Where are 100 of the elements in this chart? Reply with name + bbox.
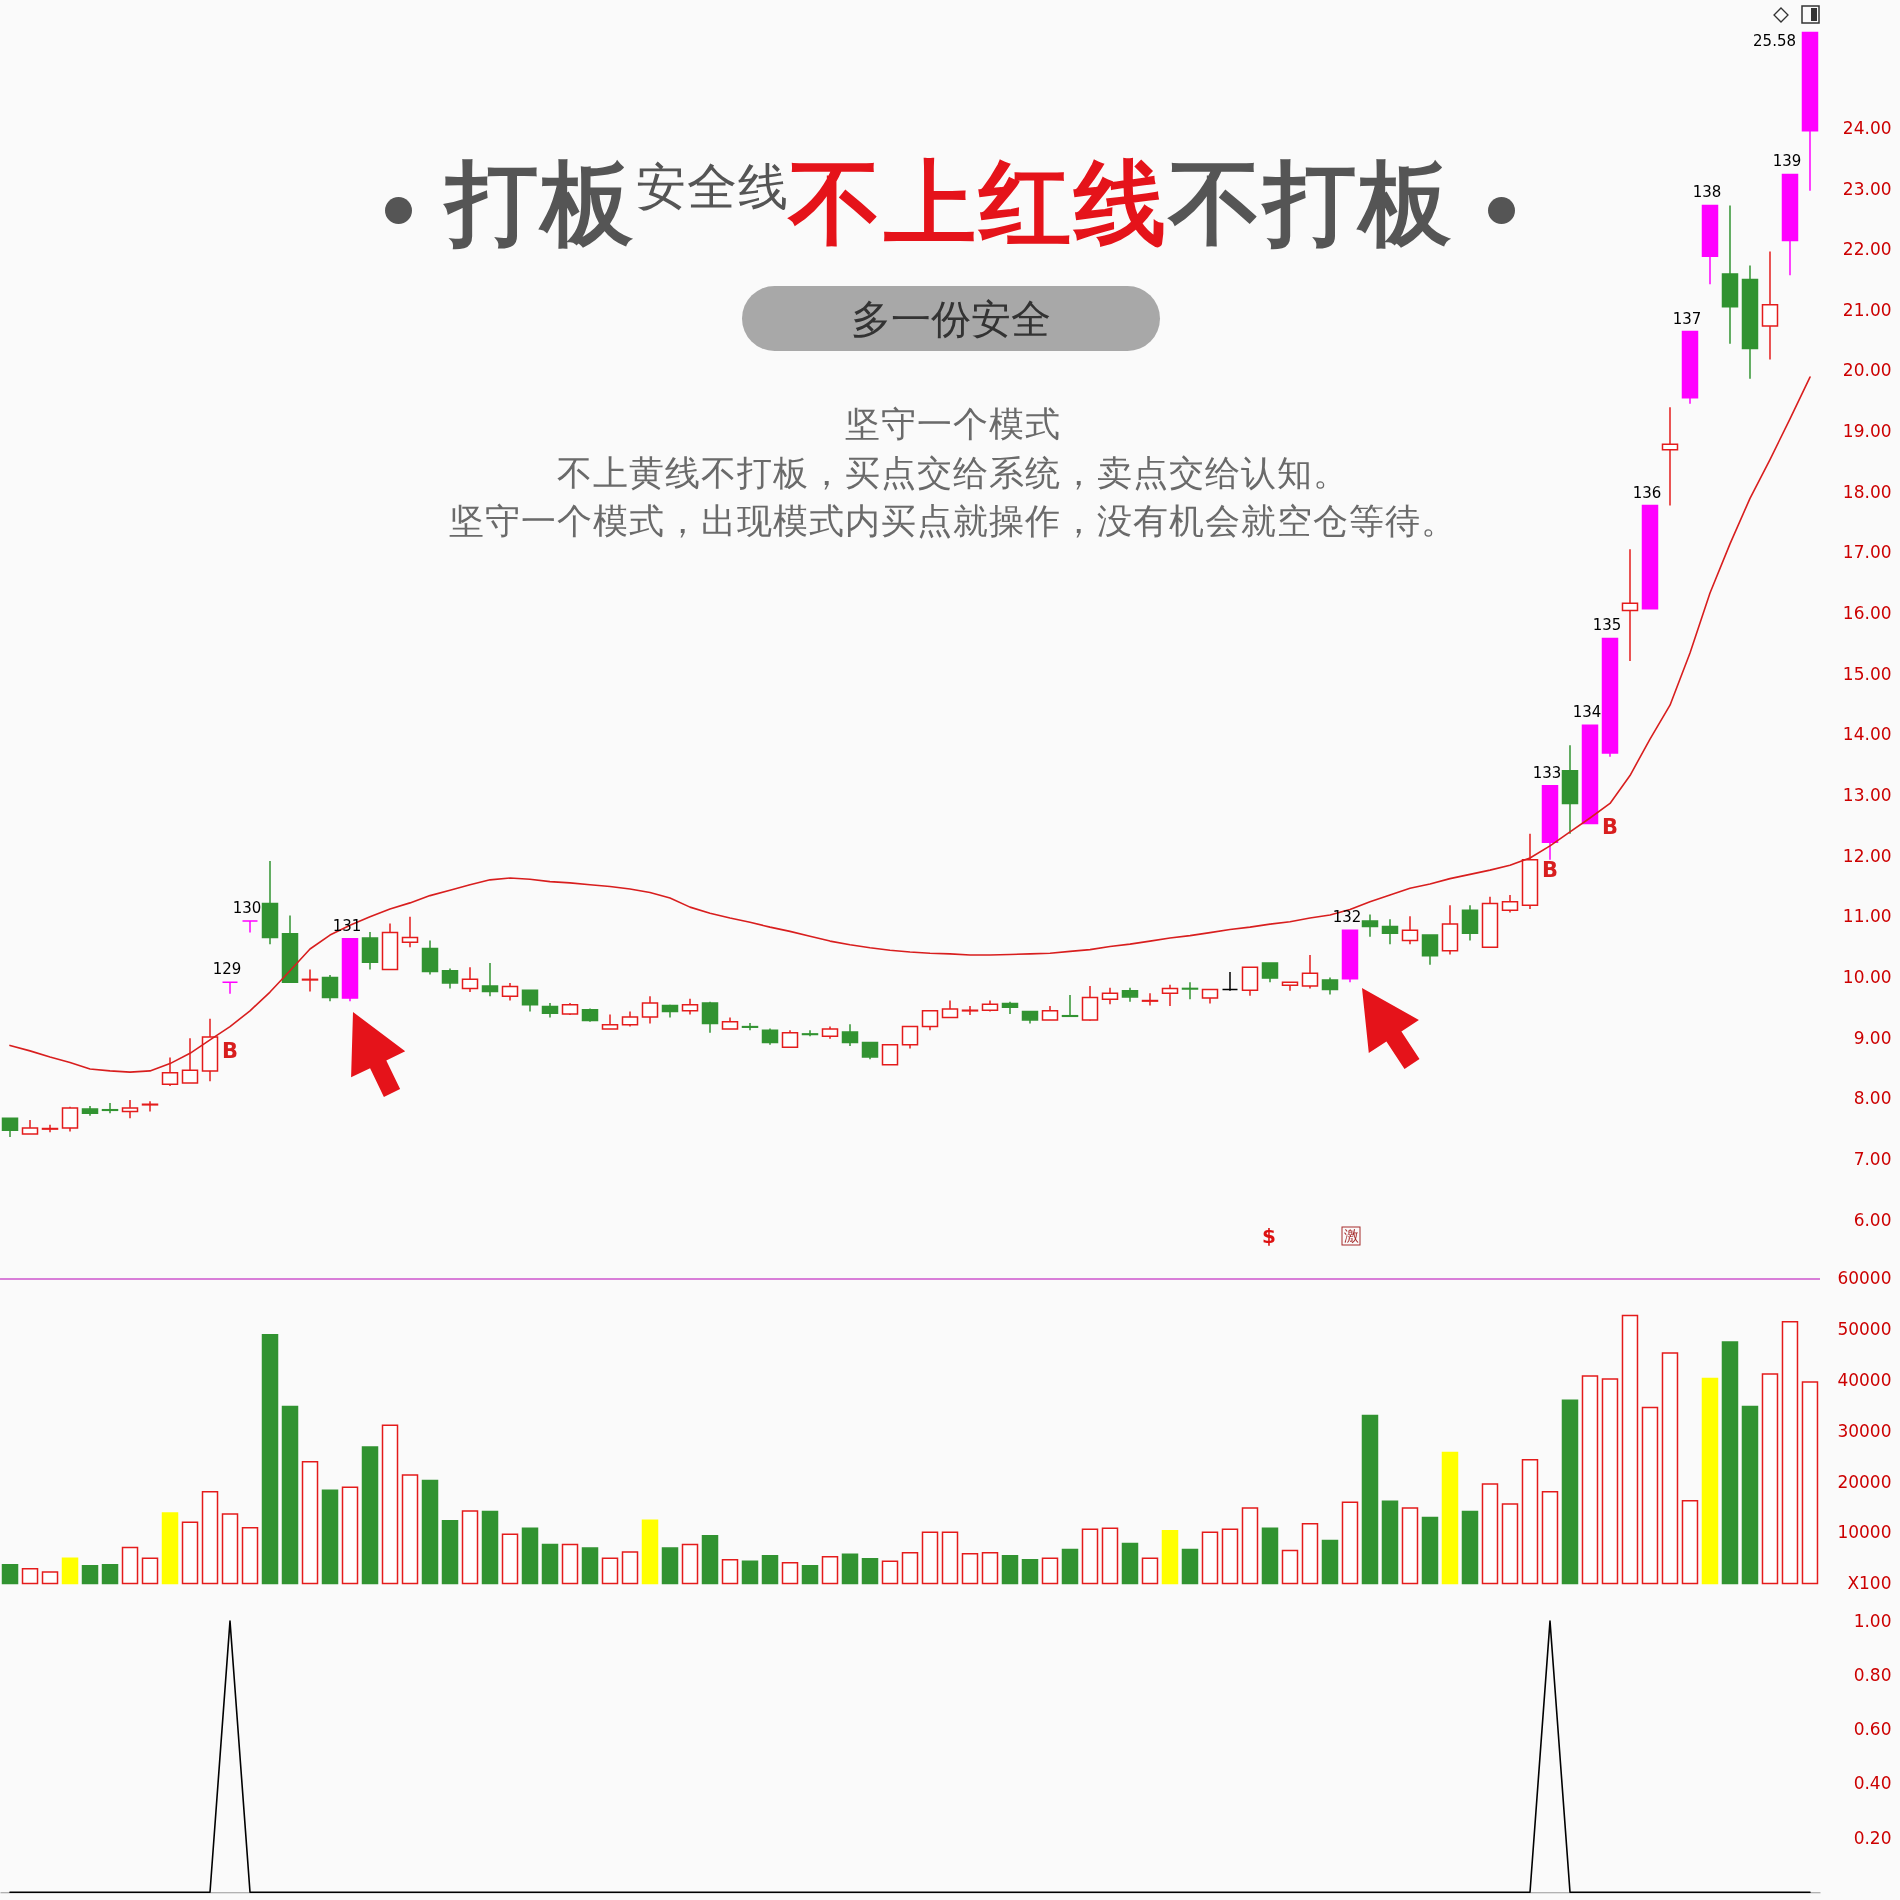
y-tick-label: 22.00 — [1842, 239, 1892, 260]
bar — [21, 1568, 39, 1585]
bar — [41, 1571, 59, 1585]
bar — [521, 1527, 539, 1585]
data-label: B — [222, 1038, 238, 1063]
bar — [1121, 1542, 1139, 1585]
candlestick — [401, 916, 419, 948]
candlestick — [901, 1025, 919, 1050]
candlestick — [701, 1001, 719, 1034]
bar — [81, 1565, 99, 1585]
bar — [901, 1551, 919, 1585]
bar — [701, 1535, 719, 1585]
bar — [1181, 1548, 1199, 1585]
candlestick — [1221, 971, 1239, 992]
y-tick-label: 13.00 — [1842, 785, 1892, 806]
candlestick — [421, 939, 439, 976]
y-tick-label: X100 — [1847, 1573, 1892, 1594]
text: 136 — [1632, 483, 1662, 502]
bar — [441, 1519, 459, 1585]
bar — [981, 1551, 999, 1585]
candlestick — [921, 1010, 939, 1031]
candlestick — [1141, 992, 1159, 1007]
candlestick — [1241, 966, 1259, 997]
candlestick — [1621, 548, 1639, 662]
bar — [1801, 1381, 1819, 1585]
bar — [1421, 1516, 1439, 1585]
candlestick — [1421, 934, 1439, 966]
candlestick — [301, 968, 319, 993]
bar — [501, 1533, 519, 1585]
text: 激 — [1341, 1226, 1361, 1246]
candlestick — [521, 989, 539, 1013]
bar — [921, 1531, 939, 1585]
y-tick-label: 10.00 — [1842, 966, 1892, 987]
bar — [781, 1562, 799, 1585]
bar — [1221, 1528, 1239, 1585]
bar — [461, 1510, 479, 1585]
candlestick — [321, 974, 339, 1002]
bar — [1761, 1373, 1779, 1585]
bar — [361, 1446, 379, 1585]
y-tick-label: 10000 — [1837, 1522, 1892, 1543]
bar — [1041, 1557, 1059, 1585]
candlestick — [1361, 913, 1379, 938]
bar — [1261, 1527, 1279, 1585]
bar — [1781, 1320, 1799, 1585]
y-tick-label: 7.00 — [1853, 1148, 1892, 1169]
candlestick — [1381, 918, 1399, 945]
candlestick — [1761, 250, 1779, 361]
y-tick-label: 14.00 — [1842, 724, 1892, 745]
bar — [241, 1527, 259, 1585]
data-label: B — [1542, 857, 1558, 882]
bar — [941, 1531, 959, 1585]
bar — [1481, 1483, 1499, 1585]
y-tick-label: 9.00 — [1853, 1027, 1892, 1048]
text: 25.58 — [1753, 31, 1796, 50]
bar — [1361, 1414, 1379, 1585]
bar — [1241, 1507, 1259, 1585]
bar — [301, 1461, 319, 1585]
y-tick-label: 19.00 — [1842, 421, 1892, 442]
bar — [141, 1557, 159, 1585]
candlestick — [41, 1124, 59, 1133]
candlestick — [641, 995, 659, 1025]
candlestick — [1261, 962, 1279, 984]
candlestick — [121, 1099, 139, 1119]
bar — [561, 1543, 579, 1585]
bar — [881, 1560, 899, 1585]
bar — [861, 1557, 879, 1585]
candlestick — [841, 1023, 859, 1047]
bar — [281, 1405, 299, 1585]
bar — [1, 1564, 19, 1585]
y-tick-label: 40000 — [1837, 1370, 1892, 1391]
text: 137 — [1672, 309, 1702, 328]
bar — [601, 1557, 619, 1585]
bar — [381, 1424, 399, 1585]
bar — [401, 1474, 419, 1585]
bar — [1701, 1377, 1719, 1585]
candlestick — [101, 1102, 119, 1115]
candlestick — [241, 920, 259, 934]
bar — [961, 1552, 979, 1585]
candlestick — [1461, 904, 1479, 942]
candlestick — [741, 1022, 759, 1031]
bar — [581, 1547, 599, 1585]
y-tick-label: 30000 — [1837, 1420, 1892, 1441]
candlestick — [1081, 985, 1099, 1022]
candlestick — [141, 1100, 159, 1113]
y-tick-label: 15.00 — [1842, 663, 1892, 684]
bar — [1381, 1500, 1399, 1585]
y-tick-label: 23.00 — [1842, 178, 1892, 199]
text: 139 — [1772, 152, 1802, 171]
y-tick-label: 17.00 — [1842, 542, 1892, 563]
candlestick — [1061, 994, 1079, 1018]
y-tick-label: 20.00 — [1842, 360, 1892, 381]
bar — [681, 1543, 699, 1585]
text: 129 — [212, 960, 242, 979]
y-tick-label: 11.00 — [1842, 906, 1892, 927]
bar — [661, 1547, 679, 1585]
y-tick-label: 0.60 — [1853, 1718, 1892, 1739]
bar — [1441, 1451, 1459, 1585]
bar — [1461, 1510, 1479, 1585]
bar — [801, 1565, 819, 1585]
bar — [61, 1557, 79, 1585]
